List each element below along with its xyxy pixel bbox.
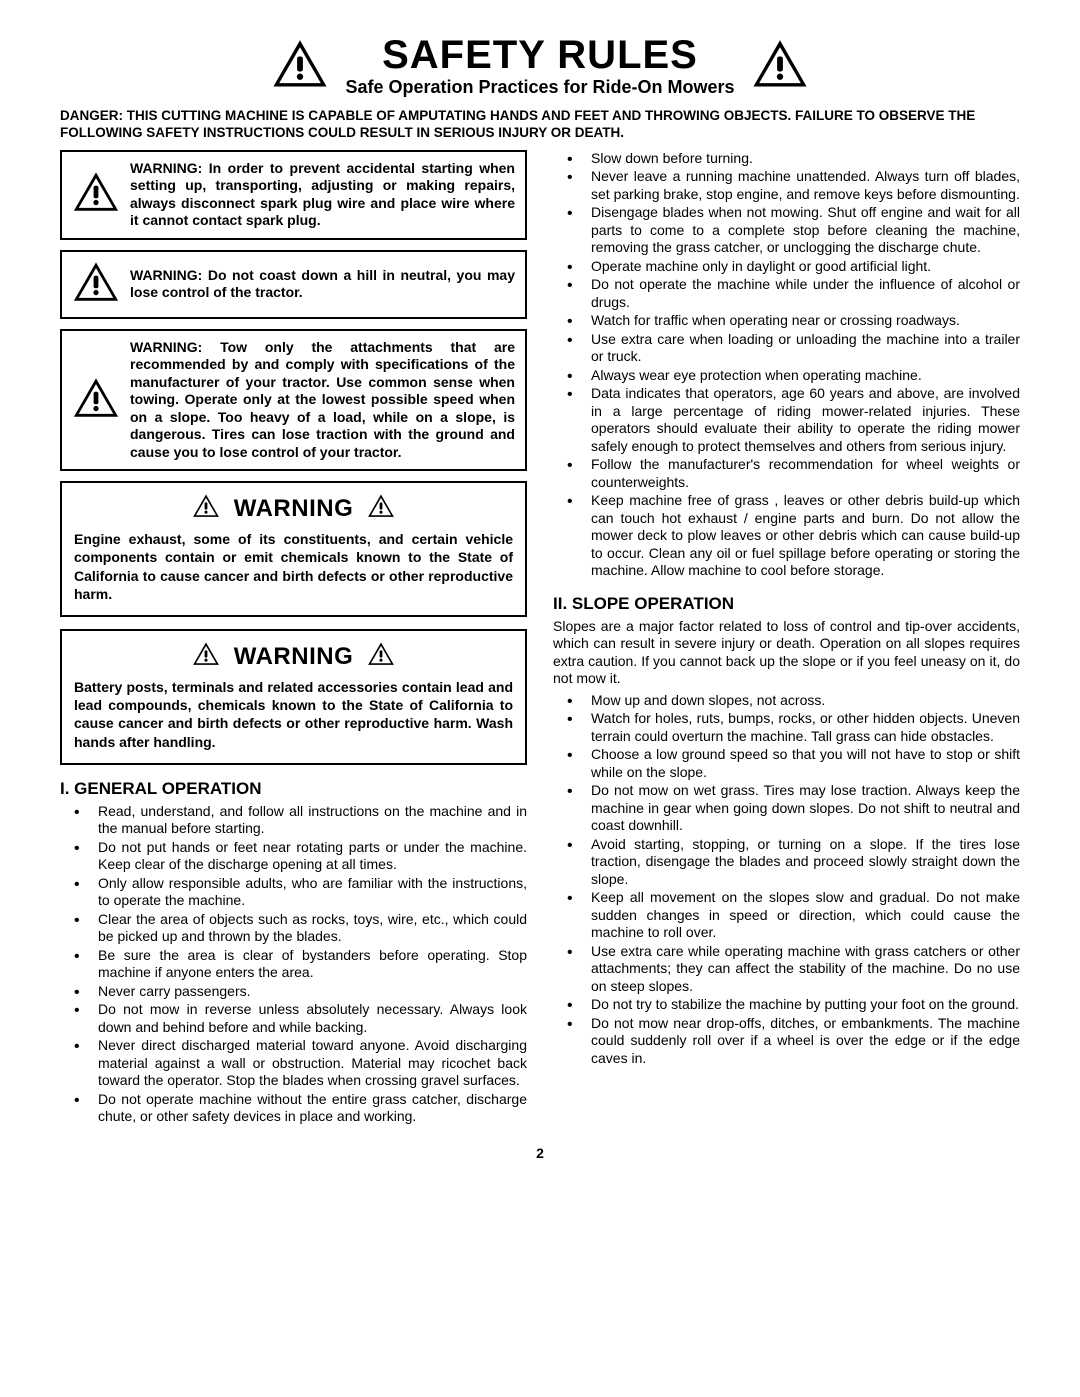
left-column: WARNING: In order to prevent accidental … — [60, 150, 527, 1127]
list-item: Do not mow on wet grass. Tires may lose … — [553, 782, 1020, 835]
warning-label: WARNING — [234, 495, 354, 523]
general-operation-list: Read, understand, and follow all instruc… — [60, 803, 527, 1126]
slope-operation-list: Mow up and down slopes, not across.Watch… — [553, 692, 1020, 1068]
section-heading: I. GENERAL OPERATION — [60, 779, 527, 799]
list-item: Do not mow in reverse unless absolutely … — [60, 1001, 527, 1036]
warning-heading-row: WARNING — [74, 493, 513, 524]
list-item: Data indicates that operators, age 60 ye… — [553, 385, 1020, 455]
list-item: Keep all movement on the slopes slow and… — [553, 889, 1020, 942]
list-item: Read, understand, and follow all instruc… — [60, 803, 527, 838]
list-item: Keep machine free of grass , leaves or o… — [553, 492, 1020, 580]
header: SAFETY RULES Safe Operation Practices fo… — [60, 35, 1020, 98]
list-item: Mow up and down slopes, not across. — [553, 692, 1020, 710]
list-item: Use extra care while operating machine w… — [553, 943, 1020, 996]
list-item: Use extra care when loading or unloading… — [553, 331, 1020, 366]
list-item: Watch for traffic when operating near or… — [553, 312, 1020, 330]
list-item: Never direct discharged material toward … — [60, 1037, 527, 1090]
warning-body: Battery posts, terminals and related acc… — [74, 678, 513, 751]
list-item: Only allow responsible adults, who are f… — [60, 875, 527, 910]
warning-box: WARNING: In order to prevent accidental … — [60, 150, 527, 240]
list-item: Operate machine only in daylight or good… — [553, 258, 1020, 276]
list-item: Slow down before turning. — [553, 150, 1020, 168]
list-item: Be sure the area is clear of bystanders … — [60, 947, 527, 982]
danger-text: DANGER: THIS CUTTING MACHINE IS CAPABLE … — [60, 108, 1020, 142]
list-item: Do not operate the machine while under t… — [553, 276, 1020, 311]
warning-heading-row: WARNING — [74, 641, 513, 672]
warning-body: Engine exhaust, some of its constituents… — [74, 530, 513, 603]
list-item: Do not operate machine without the entir… — [60, 1091, 527, 1126]
section-intro: Slopes are a major factor related to los… — [553, 618, 1020, 688]
list-item: Choose a low ground speed so that you wi… — [553, 746, 1020, 781]
warning-icon — [751, 38, 809, 95]
warning-icon — [72, 170, 120, 219]
list-item: Do not put hands or feet near rotating p… — [60, 839, 527, 874]
warning-icon — [271, 38, 329, 95]
warning-icon — [192, 641, 220, 672]
list-item: Follow the manufacturer's recommendation… — [553, 456, 1020, 491]
list-item: Always wear eye protection when operatin… — [553, 367, 1020, 385]
warning-icon — [192, 493, 220, 524]
warning-text: WARNING: In order to prevent accidental … — [130, 160, 515, 230]
list-item: Clear the area of objects such as rocks,… — [60, 911, 527, 946]
list-item: Disengage blades when not mowing. Shut o… — [553, 204, 1020, 257]
list-item: Watch for holes, ruts, bumps, rocks, or … — [553, 710, 1020, 745]
warning-icon — [367, 493, 395, 524]
warning-label: WARNING — [234, 643, 354, 671]
section-heading: II. SLOPE OPERATION — [553, 594, 1020, 614]
warning-icon — [72, 376, 120, 425]
page-number: 2 — [60, 1145, 1020, 1161]
list-item: Do not try to stabilize the machine by p… — [553, 996, 1020, 1014]
warning-box: WARNING: Tow only the attachments that a… — [60, 329, 527, 472]
list-item: Do not mow near drop-offs, ditches, or e… — [553, 1015, 1020, 1068]
list-item: Never leave a running machine unattended… — [553, 168, 1020, 203]
general-operation-list-continued: Slow down before turning.Never leave a r… — [553, 150, 1020, 580]
list-item: Never carry passengers. — [60, 983, 527, 1001]
list-item: Avoid starting, stopping, or turning on … — [553, 836, 1020, 889]
california-warning-box: WARNING Engine exhaust, some of its cons… — [60, 481, 527, 617]
page-title: SAFETY RULES — [345, 35, 734, 75]
page-subtitle: Safe Operation Practices for Ride-On Mow… — [345, 77, 734, 98]
warning-icon — [367, 641, 395, 672]
title-block: SAFETY RULES Safe Operation Practices fo… — [345, 35, 734, 98]
warning-text: WARNING: Tow only the attachments that a… — [130, 339, 515, 462]
right-column: Slow down before turning.Never leave a r… — [553, 150, 1020, 1127]
warning-text: WARNING: Do not coast down a hill in neu… — [130, 267, 515, 302]
content-columns: WARNING: In order to prevent accidental … — [60, 150, 1020, 1127]
warning-icon — [72, 260, 120, 309]
warning-box: WARNING: Do not coast down a hill in neu… — [60, 250, 527, 319]
california-warning-box: WARNING Battery posts, terminals and rel… — [60, 629, 527, 765]
